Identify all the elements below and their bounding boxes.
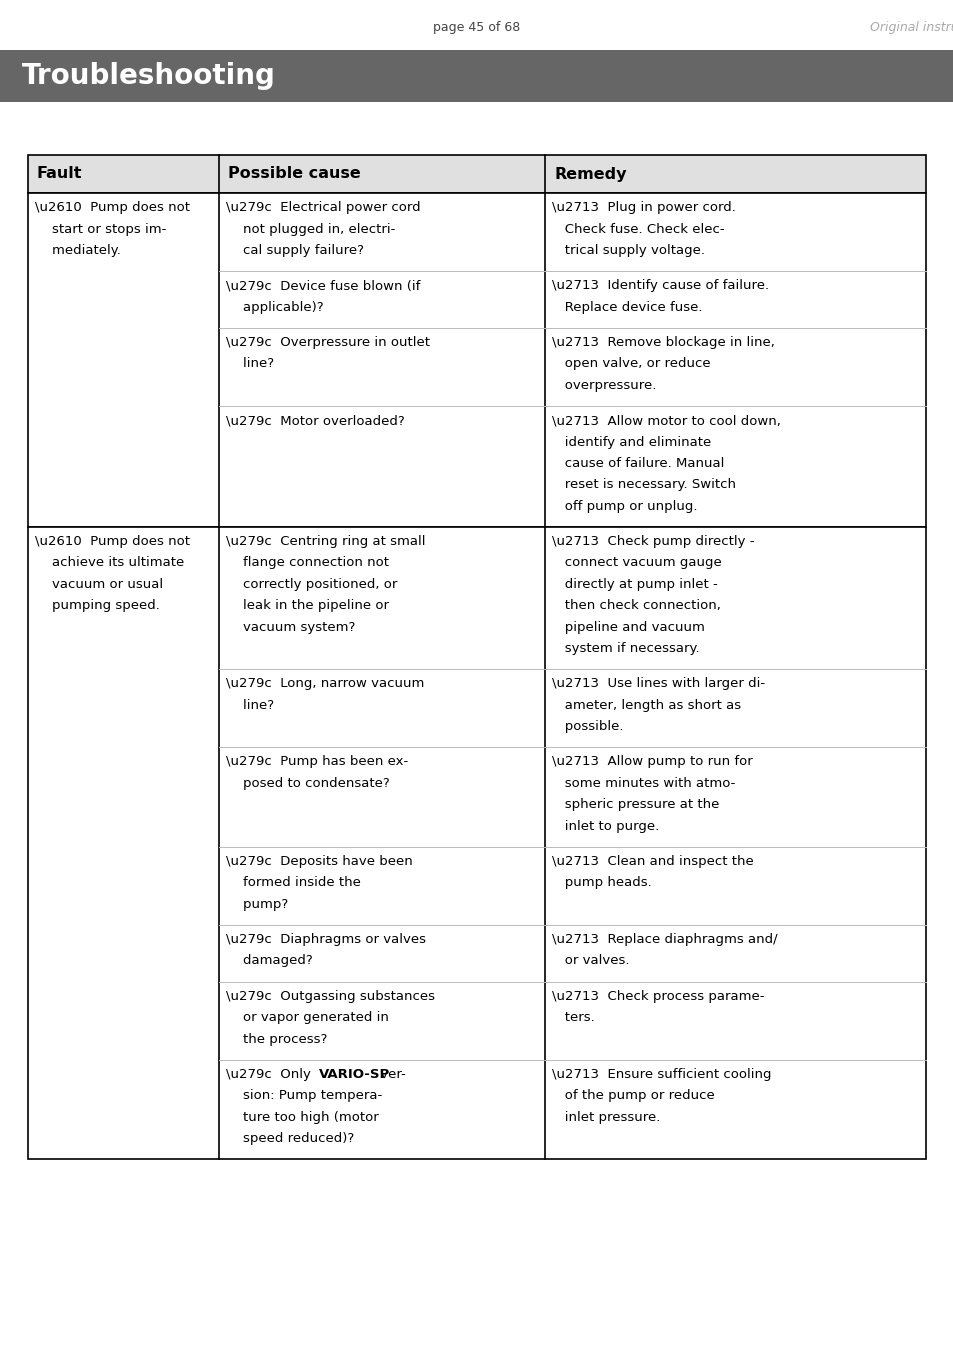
Text: \u279c  Device fuse blown (if: \u279c Device fuse blown (if [226,279,420,293]
Bar [28,193,925,526]
Text: \u279c  Long, narrow vacuum: \u279c Long, narrow vacuum [226,678,424,690]
Text: \u2713  Check process parame-: \u2713 Check process parame- [552,990,764,1003]
Text: some minutes with atmo-: some minutes with atmo- [552,776,735,790]
Text: \u279c  Outgassing substances: \u279c Outgassing substances [226,990,435,1003]
Text: system if necessary.: system if necessary. [552,643,700,655]
Text: pump?: pump? [226,898,288,911]
Text: ameter, length as short as: ameter, length as short as [552,699,740,711]
Text: pipeline and vacuum: pipeline and vacuum [552,621,704,633]
Text: or valves.: or valves. [552,954,629,968]
Text: \u279c  Centring ring at small: \u279c Centring ring at small [226,535,425,548]
Text: or vapor generated in: or vapor generated in [226,1011,389,1025]
Text: possible.: possible. [552,720,623,733]
Text: \u279c  Pump has been ex-: \u279c Pump has been ex- [226,756,408,768]
Text: ture too high (motor: ture too high (motor [226,1111,378,1123]
Text: then check connection,: then check connection, [552,599,720,612]
Text: Troubleshooting: Troubleshooting [22,62,275,90]
Text: mediately.: mediately. [35,244,121,256]
Text: page 45 of 68: page 45 of 68 [433,22,520,35]
Text: Fault: Fault [37,166,82,181]
Text: \u2713  Allow motor to cool down,: \u2713 Allow motor to cool down, [552,414,781,427]
Text: \u2713  Plug in power cord.: \u2713 Plug in power cord. [552,201,736,215]
Text: pump heads.: pump heads. [552,876,651,890]
Text: \u279c  Diaphragms or valves: \u279c Diaphragms or valves [226,933,426,946]
Text: Replace device fuse.: Replace device fuse. [552,301,702,313]
Text: Remedy: Remedy [554,166,626,181]
Text: line?: line? [226,358,274,370]
Text: ters.: ters. [552,1011,595,1025]
Text: leak in the pipeline or: leak in the pipeline or [226,599,389,612]
Text: \u279c  Electrical power cord: \u279c Electrical power cord [226,201,420,215]
Text: \u2610  Pump does not: \u2610 Pump does not [35,535,190,548]
Text: correctly positioned, or: correctly positioned, or [226,578,397,591]
Text: inlet to purge.: inlet to purge. [552,819,659,833]
Text: reset is necessary. Switch: reset is necessary. Switch [552,478,736,491]
Text: Original instructions: Original instructions [869,22,953,35]
Text: damaged?: damaged? [226,954,313,968]
Text: ver-: ver- [375,1068,405,1081]
Text: \u279c  Deposits have been: \u279c Deposits have been [226,855,413,868]
Text: \u2713  Replace diaphragms and/: \u2713 Replace diaphragms and/ [552,933,777,946]
Text: \u2713  Use lines with larger di-: \u2713 Use lines with larger di- [552,678,764,690]
Text: \u279c  Only: \u279c Only [226,1068,315,1081]
Text: achieve its ultimate: achieve its ultimate [35,556,184,570]
Text: cal supply failure?: cal supply failure? [226,244,364,256]
Text: \u2713  Clean and inspect the: \u2713 Clean and inspect the [552,855,753,868]
Text: \u2713  Check pump directly -: \u2713 Check pump directly - [552,535,754,548]
Text: \u2713  Remove blockage in line,: \u2713 Remove blockage in line, [552,336,774,350]
Text: Check fuse. Check elec-: Check fuse. Check elec- [552,223,724,236]
Text: flange connection not: flange connection not [226,556,389,570]
Text: the process?: the process? [226,1033,327,1046]
Text: formed inside the: formed inside the [226,876,361,890]
Text: pumping speed.: pumping speed. [35,599,160,612]
Text: open valve, or reduce: open valve, or reduce [552,358,710,370]
Text: \u2713  Ensure sufficient cooling: \u2713 Ensure sufficient cooling [552,1068,771,1081]
Text: cause of failure. Manual: cause of failure. Manual [552,456,724,470]
Text: Possible cause: Possible cause [228,166,360,181]
Text: overpressure.: overpressure. [552,379,656,391]
Text: trical supply voltage.: trical supply voltage. [552,244,704,256]
Text: directly at pump inlet -: directly at pump inlet - [552,578,718,591]
Text: off pump or unplug.: off pump or unplug. [552,500,697,513]
Text: \u279c  Overpressure in outlet: \u279c Overpressure in outlet [226,336,430,350]
Text: not plugged in, electri-: not plugged in, electri- [226,223,395,236]
Text: spheric pressure at the: spheric pressure at the [552,798,719,811]
Text: \u2610  Pump does not: \u2610 Pump does not [35,201,190,215]
Text: posed to condensate?: posed to condensate? [226,776,390,790]
Text: connect vacuum gauge: connect vacuum gauge [552,556,721,570]
Text: inlet pressure.: inlet pressure. [552,1111,659,1123]
Text: \u2713  Allow pump to run for: \u2713 Allow pump to run for [552,756,752,768]
Text: speed reduced)?: speed reduced)? [226,1133,355,1145]
Text: of the pump or reduce: of the pump or reduce [552,1089,714,1103]
Text: applicable)?: applicable)? [226,301,324,313]
Bar [28,155,925,193]
Text: VARIO-SP: VARIO-SP [318,1068,390,1081]
Text: line?: line? [226,699,274,711]
Bar [0,50,953,103]
Bar [28,526,925,1160]
Text: sion: Pump tempera-: sion: Pump tempera- [226,1089,382,1103]
Text: identify and eliminate: identify and eliminate [552,436,711,448]
Text: vacuum or usual: vacuum or usual [35,578,163,591]
Text: \u2713  Identify cause of failure.: \u2713 Identify cause of failure. [552,279,768,293]
Text: start or stops im-: start or stops im- [35,223,166,236]
Text: \u279c  Motor overloaded?: \u279c Motor overloaded? [226,414,405,427]
Text: vacuum system?: vacuum system? [226,621,355,633]
